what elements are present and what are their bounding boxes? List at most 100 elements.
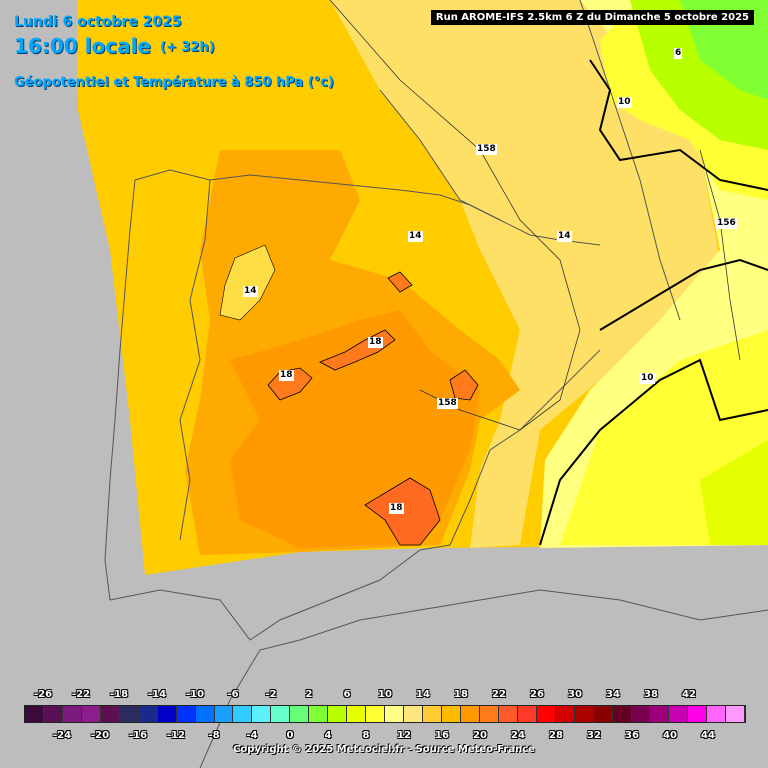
forecast-date: Lundi 6 octobre 2025	[14, 14, 182, 30]
legend-swatch	[707, 706, 727, 722]
legend-swatch	[650, 706, 670, 722]
legend-tick-label: 24	[511, 730, 525, 741]
contour-label: 10	[617, 97, 632, 108]
legend-swatch	[271, 706, 291, 722]
contour-label: 156	[716, 218, 737, 229]
forecast-lead-time: (+ 32h)	[160, 40, 215, 55]
contour-label: 18	[368, 337, 383, 348]
legend-swatch	[574, 706, 594, 722]
run-info-badge: Run AROME-IFS 2.5km 6 Z du Dimanche 5 oc…	[430, 10, 754, 25]
legend-swatch	[328, 706, 348, 722]
border-spain-portugal	[179, 179, 211, 541]
isotherm-10-south	[539, 358, 768, 546]
legend-tick-label: 10	[378, 689, 392, 700]
legend-tick-label: -26	[33, 689, 53, 700]
legend-tick-label: -14	[147, 689, 167, 700]
legend-swatch	[498, 706, 518, 722]
legend-tick-label: 20	[473, 730, 487, 741]
legend-tick-label: -16	[128, 730, 148, 741]
legend-tick-label: 30	[568, 689, 582, 700]
copyright-notice: Copyright © 2025 Meteociel.fr - Source M…	[233, 744, 535, 755]
legend-swatch	[309, 706, 329, 722]
legend-swatch	[252, 706, 272, 722]
legend-tick-label: 32	[587, 730, 601, 741]
legend-tick-label: 14	[416, 689, 430, 700]
legend-swatch	[366, 706, 386, 722]
coastline-africa	[199, 589, 768, 768]
legend-swatch	[176, 706, 196, 722]
legend-swatch	[612, 706, 632, 722]
legend-swatch	[214, 706, 234, 722]
legend-swatch	[347, 706, 367, 722]
legend-tick-label: -18	[109, 689, 129, 700]
legend-tick-label: 36	[625, 730, 639, 741]
legend-swatch	[669, 706, 689, 722]
legend-swatch	[119, 706, 139, 722]
coastline-iberia-north	[134, 169, 501, 221]
color-scale-legend: -26 -22 -18 -14 -10 -6 -2 2 6 10 14 18 22 26 30 34 38 42 …	[24, 689, 746, 750]
legend-tick-label: -22	[71, 689, 91, 700]
legend-tick-label: -24	[52, 730, 72, 741]
legend-tick-label: 4	[324, 730, 332, 741]
legend-swatch	[726, 706, 746, 722]
legend-swatch	[536, 706, 556, 722]
contour-label: 18	[389, 503, 404, 514]
isotherm-10-east	[599, 258, 768, 331]
legend-tick-label: -4	[246, 730, 258, 741]
legend-tick-label: 18	[454, 689, 468, 700]
geopotential-158	[329, 0, 581, 431]
legend-swatch	[290, 706, 310, 722]
temperature-field-18-e	[387, 271, 413, 293]
legend-tick-label: 40	[663, 730, 677, 741]
legend-tick-label: 16	[435, 730, 449, 741]
legend-swatch	[555, 706, 575, 722]
isotherm-10-north	[589, 59, 768, 191]
contour-label: 14	[408, 231, 423, 242]
legend-tick-label: -12	[166, 730, 186, 741]
forecast-hour: 16:00 locale	[14, 34, 151, 58]
legend-swatch	[385, 706, 405, 722]
legend-swatch	[631, 706, 651, 722]
legend-swatch	[233, 706, 253, 722]
legend-swatch	[593, 706, 613, 722]
geopotential-156	[699, 149, 741, 361]
forecast-parameter: Géopotentiel et Température à 850 hPa (°…	[14, 75, 334, 90]
legend-tick-label: 12	[397, 730, 411, 741]
contour-label: 10	[640, 373, 655, 384]
contour-label: 18	[279, 370, 294, 381]
temperature-field-14-pocket	[219, 244, 276, 321]
legend-tick-label: 22	[492, 689, 506, 700]
legend-tick-label: -6	[227, 689, 239, 700]
border-france-east	[579, 0, 681, 321]
legend-swatch	[688, 706, 708, 722]
legend-swatch	[81, 706, 101, 722]
temperature-field-light	[330, 0, 720, 548]
legend-swatch	[441, 706, 461, 722]
temperature-field-lime-se	[700, 440, 768, 545]
legend-swatch	[157, 706, 177, 722]
coastline-france-west	[379, 89, 471, 206]
legend-tick-label: 28	[549, 730, 563, 741]
legend-swatch	[43, 706, 63, 722]
legend-swatch	[517, 706, 537, 722]
legend-swatch	[460, 706, 480, 722]
legend-swatch	[62, 706, 82, 722]
legend-color-bar	[24, 705, 746, 723]
legend-swatch	[423, 706, 442, 722]
coastline-iberia-south	[109, 349, 601, 641]
contour-label: 14	[243, 286, 258, 297]
legend-swatch	[100, 706, 120, 722]
contour-label: 6	[674, 48, 683, 59]
legend-tick-label: -20	[90, 730, 110, 741]
legend-tick-label: 44	[701, 730, 715, 741]
contour-label: 14	[557, 231, 572, 242]
coastline-portugal	[104, 179, 136, 601]
contour-label: 158	[476, 144, 497, 155]
legend-tick-label: 2	[305, 689, 313, 700]
legend-tick-label: 26	[530, 689, 544, 700]
legend-tick-label: 38	[644, 689, 658, 700]
legend-swatch	[404, 706, 424, 722]
legend-tick-label: 8	[362, 730, 370, 741]
legend-swatch	[25, 706, 44, 722]
